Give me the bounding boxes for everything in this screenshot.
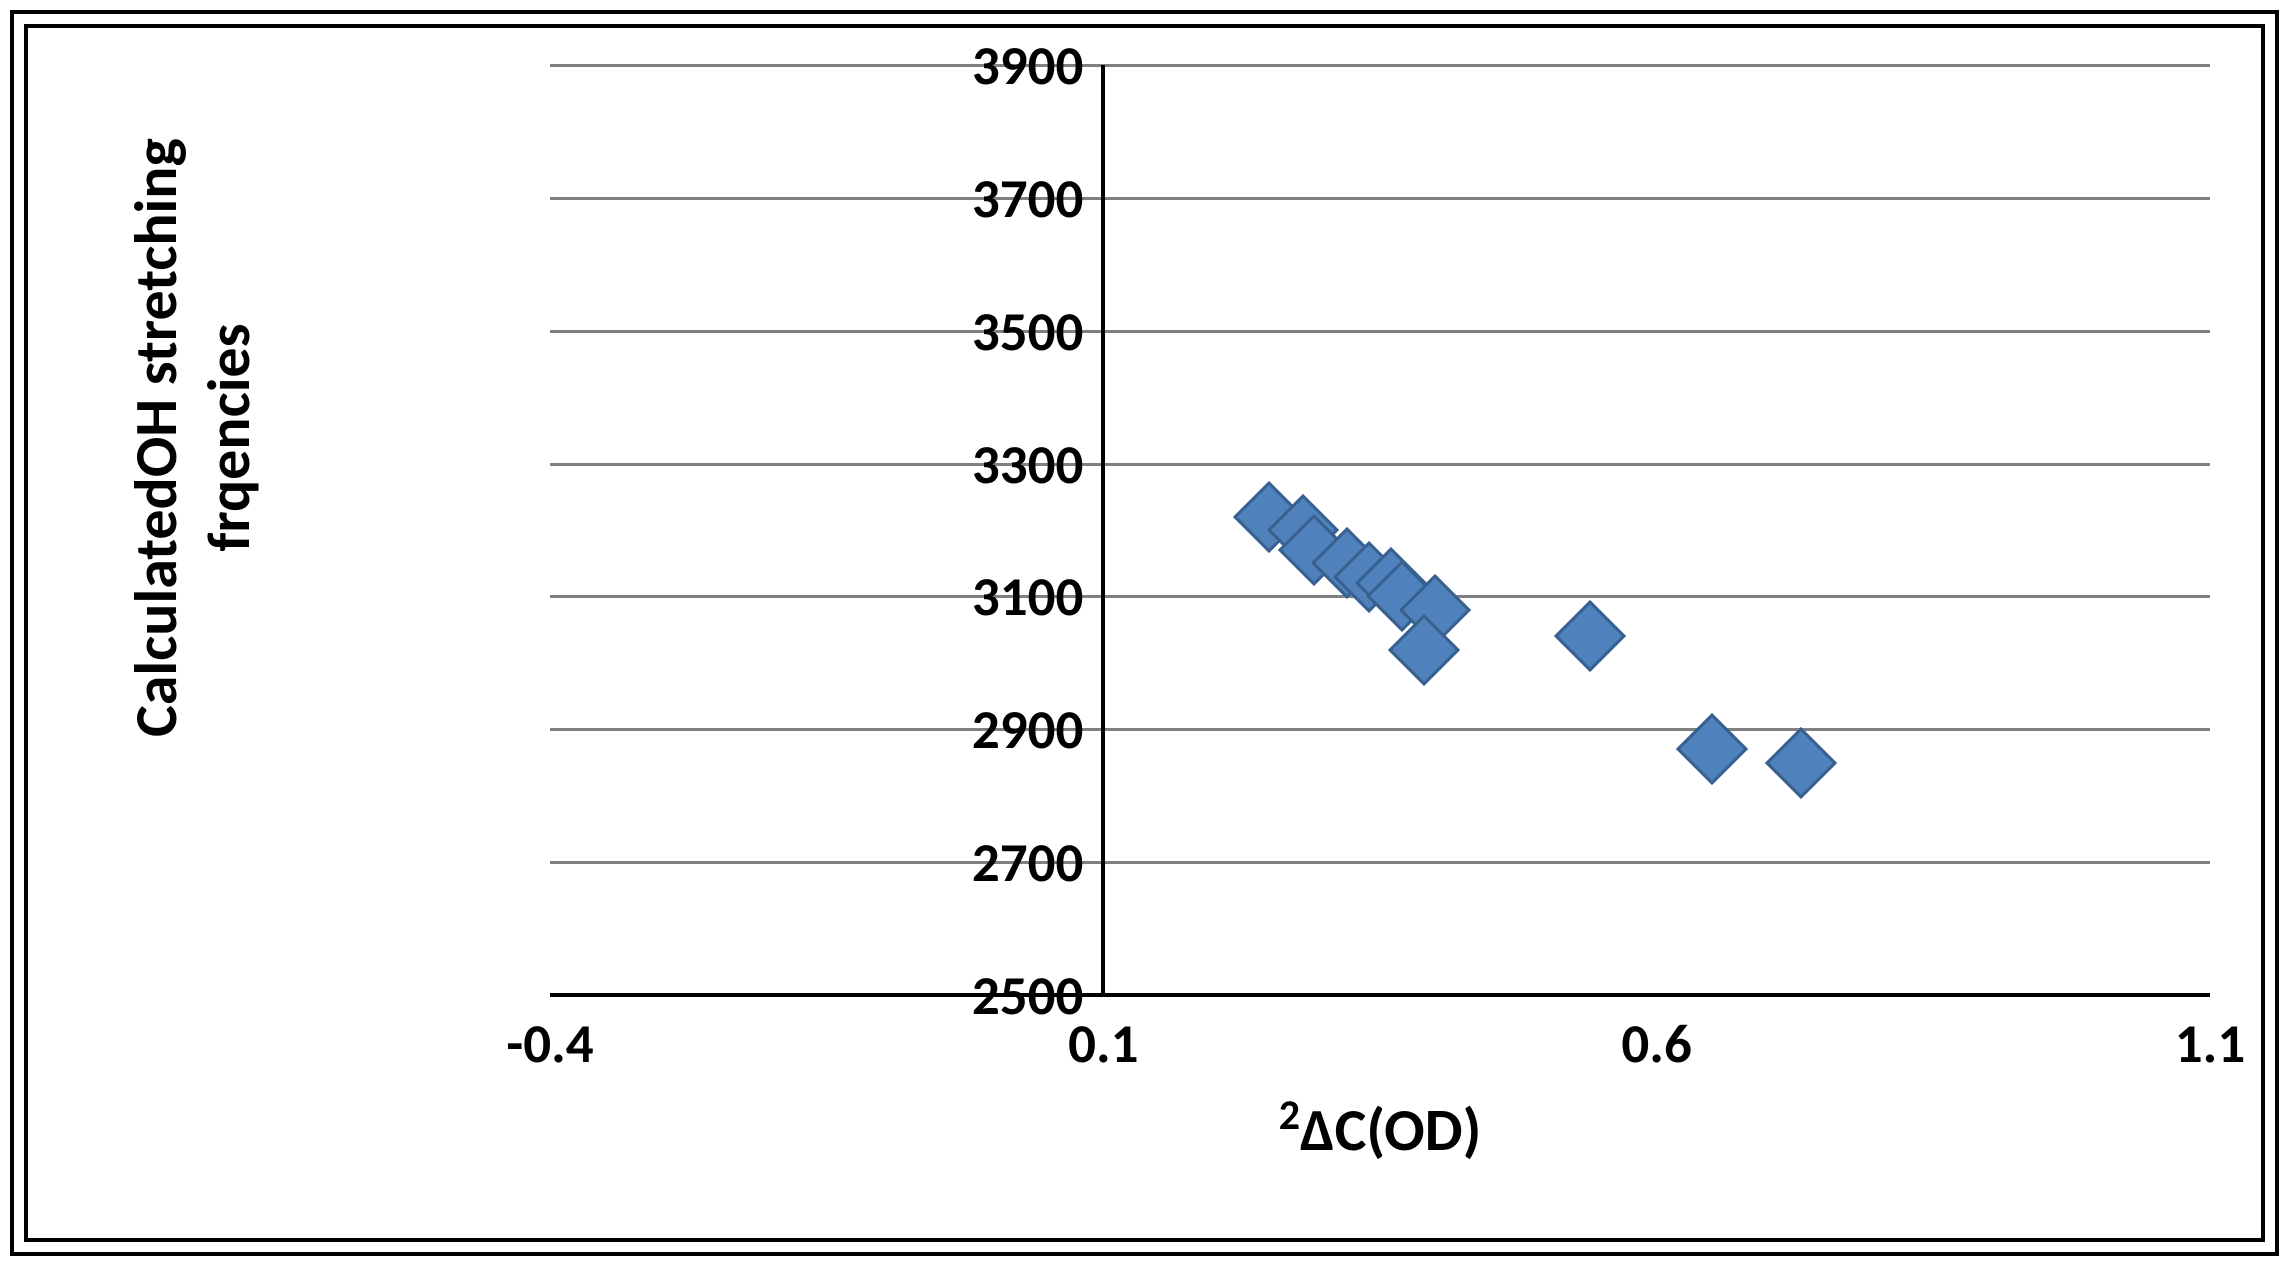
x-tick-label: -0.4	[450, 1010, 650, 1077]
x-tick-label: 0.6	[1557, 1010, 1757, 1077]
chart-container: CalculatedOH stretching frqencies 2ΔC(OD…	[0, 0, 2289, 1266]
x-axis-title: 2ΔC(OD)	[1080, 1090, 1680, 1167]
y-tick-label: 3500	[903, 298, 1083, 365]
y-tick-label: 2700	[903, 829, 1083, 896]
y-tick-label: 2900	[903, 696, 1083, 763]
gridline	[550, 197, 2210, 200]
data-point	[1676, 713, 1748, 785]
gridline	[550, 728, 2210, 731]
x-axis-line	[550, 993, 2210, 997]
x-tick-label: 0.1	[1003, 1010, 1203, 1077]
data-point	[1764, 726, 1836, 798]
y-tick-label: 3300	[903, 431, 1083, 498]
y-tick-label: 3900	[903, 32, 1083, 99]
y-tick-label: 3100	[903, 563, 1083, 630]
gridline	[550, 861, 2210, 864]
y-axis-title: CalculatedOH stretching frqencies	[120, 19, 266, 856]
gridline	[550, 463, 2210, 466]
x-tick-label: 1.1	[2110, 1010, 2289, 1077]
gridline	[550, 64, 2210, 67]
data-point	[1554, 600, 1626, 672]
plot-area	[550, 65, 2210, 995]
y-tick-label: 3700	[903, 165, 1083, 232]
gridline	[550, 330, 2210, 333]
y-axis-line	[1101, 65, 1105, 995]
